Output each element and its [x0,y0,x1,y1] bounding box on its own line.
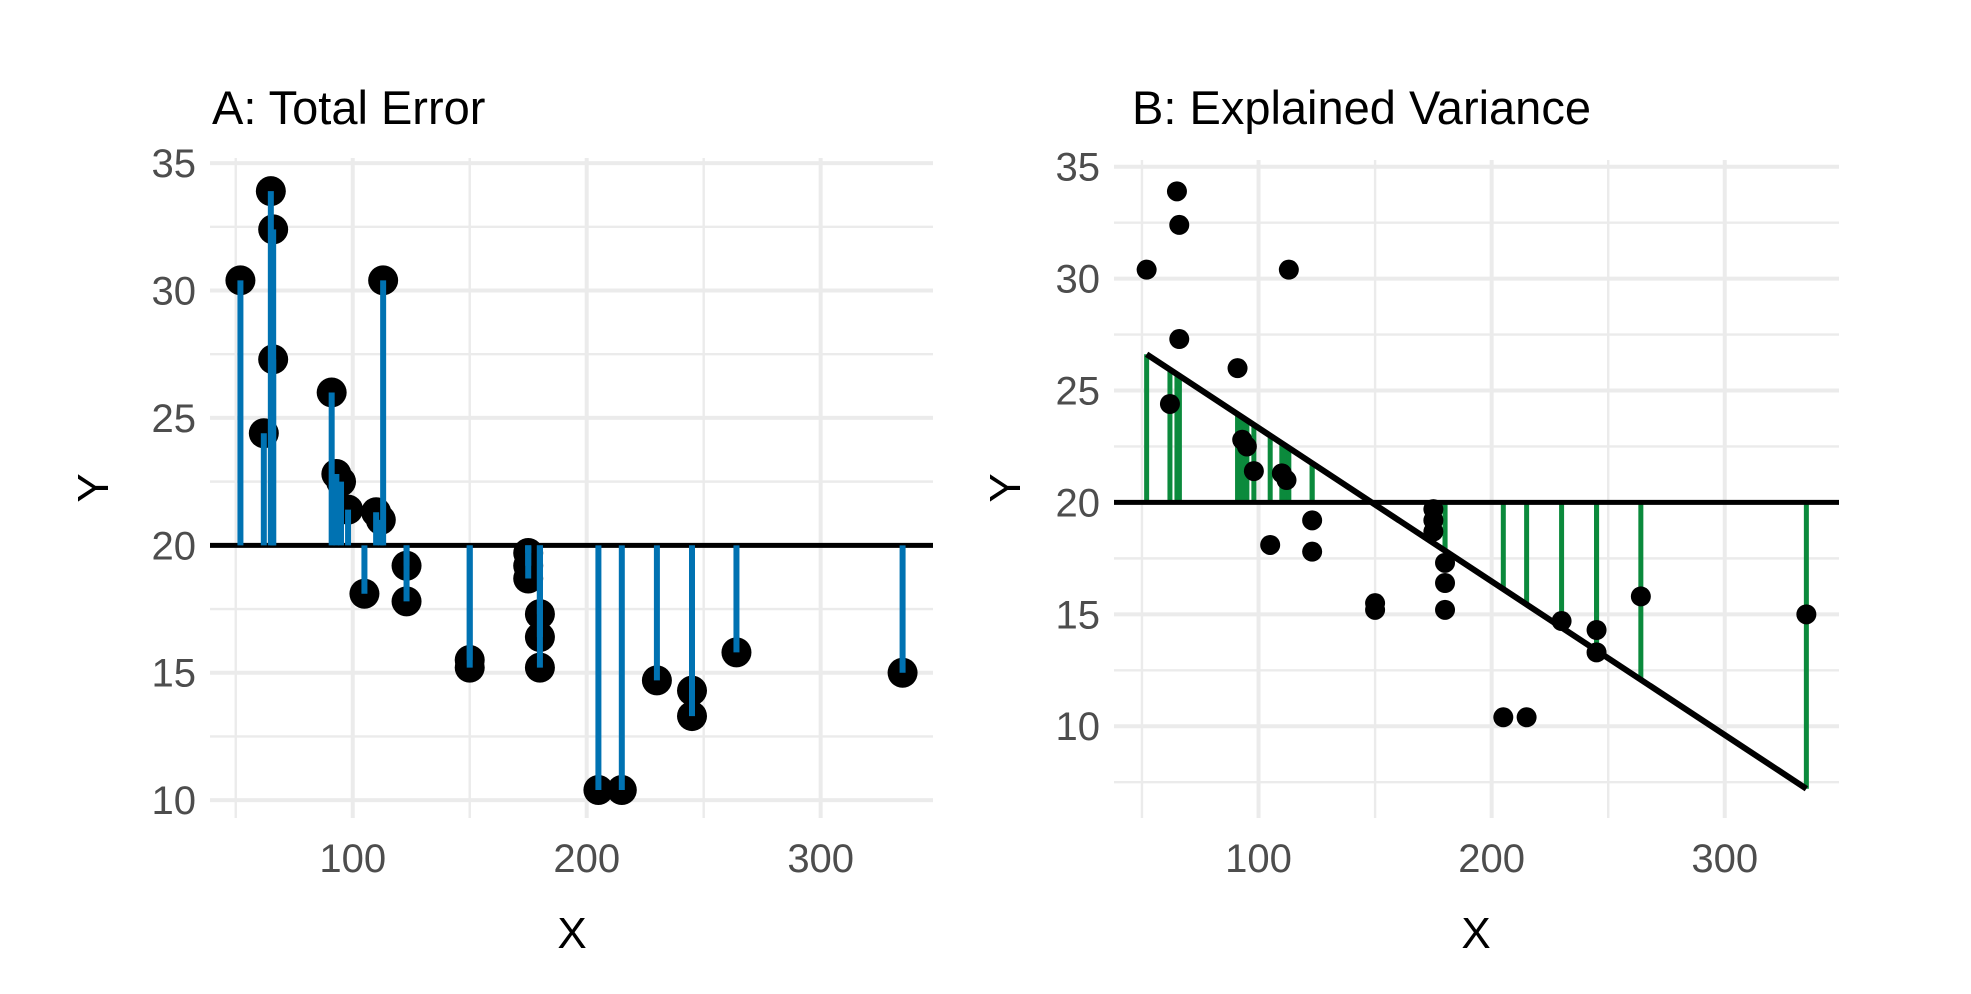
data-point [1302,541,1323,562]
y-tick-label: 20 [1056,481,1101,525]
data-point [1423,521,1444,542]
y-tick-label: 25 [152,397,197,441]
data-point [1136,259,1157,280]
y-tick-label: 35 [1056,146,1101,190]
panel-b-title: B: Explained Variance [1132,81,1591,134]
data-point [1276,470,1297,491]
data-point [1243,461,1264,482]
data-point [1435,552,1456,573]
panel-a-error-segments [237,191,906,790]
data-point [1227,358,1248,379]
data-point [1435,599,1456,620]
data-point [1551,611,1572,632]
data-point [1586,620,1607,640]
panel-b-y-axis-label: Y [981,473,1030,502]
panel-a-x-tick-labels: 100 200 300 [319,837,854,881]
data-point [1166,181,1187,202]
regression-line [1144,351,1809,792]
x-tick-label: 300 [1691,837,1758,881]
data-point [1278,259,1299,280]
y-tick-label: 25 [1056,370,1101,414]
panel-a-y-axis-label: Y [69,473,118,502]
panel-b-regression-line [1144,351,1809,792]
y-tick-label: 10 [152,779,197,823]
data-point [1169,214,1190,235]
y-tick-label: 10 [1056,705,1101,749]
x-tick-label: 200 [1458,837,1525,881]
data-point [1169,329,1190,350]
x-tick-label: 100 [1225,837,1292,881]
y-tick-label: 20 [152,524,197,568]
data-point [1630,586,1651,607]
data-point [1365,599,1386,620]
data-point [1236,436,1257,457]
y-tick-label: 30 [152,270,197,314]
panel-a-y-tick-labels: 10 15 20 25 30 35 [152,142,197,823]
data-point [1796,604,1817,625]
data-point [1302,510,1323,531]
x-tick-label: 200 [553,837,620,881]
x-tick-label: 300 [787,837,854,881]
data-point [1586,642,1607,663]
panel-b-x-axis-label: X [1461,909,1490,958]
data-point [1516,707,1537,728]
panel-b-explained-variance: B: Explained Variance 10 15 20 25 30 35 100 20… [981,81,1839,958]
y-tick-label: 15 [1056,593,1101,637]
data-point [1435,573,1456,593]
y-tick-label: 35 [152,142,197,186]
y-tick-label: 15 [152,652,197,696]
data-point [1260,534,1281,555]
panel-a-x-axis-label: X [557,909,586,958]
panel-a-title: A: Total Error [212,81,485,134]
y-tick-label: 30 [1056,258,1101,302]
data-point [1159,393,1180,414]
panel-b-y-tick-labels: 10 15 20 25 30 35 [1056,146,1101,750]
panel-b-x-tick-labels: 100 200 300 [1225,837,1758,881]
panel-b-points [1136,181,1817,728]
x-tick-label: 100 [319,837,386,881]
data-point [1493,707,1514,728]
